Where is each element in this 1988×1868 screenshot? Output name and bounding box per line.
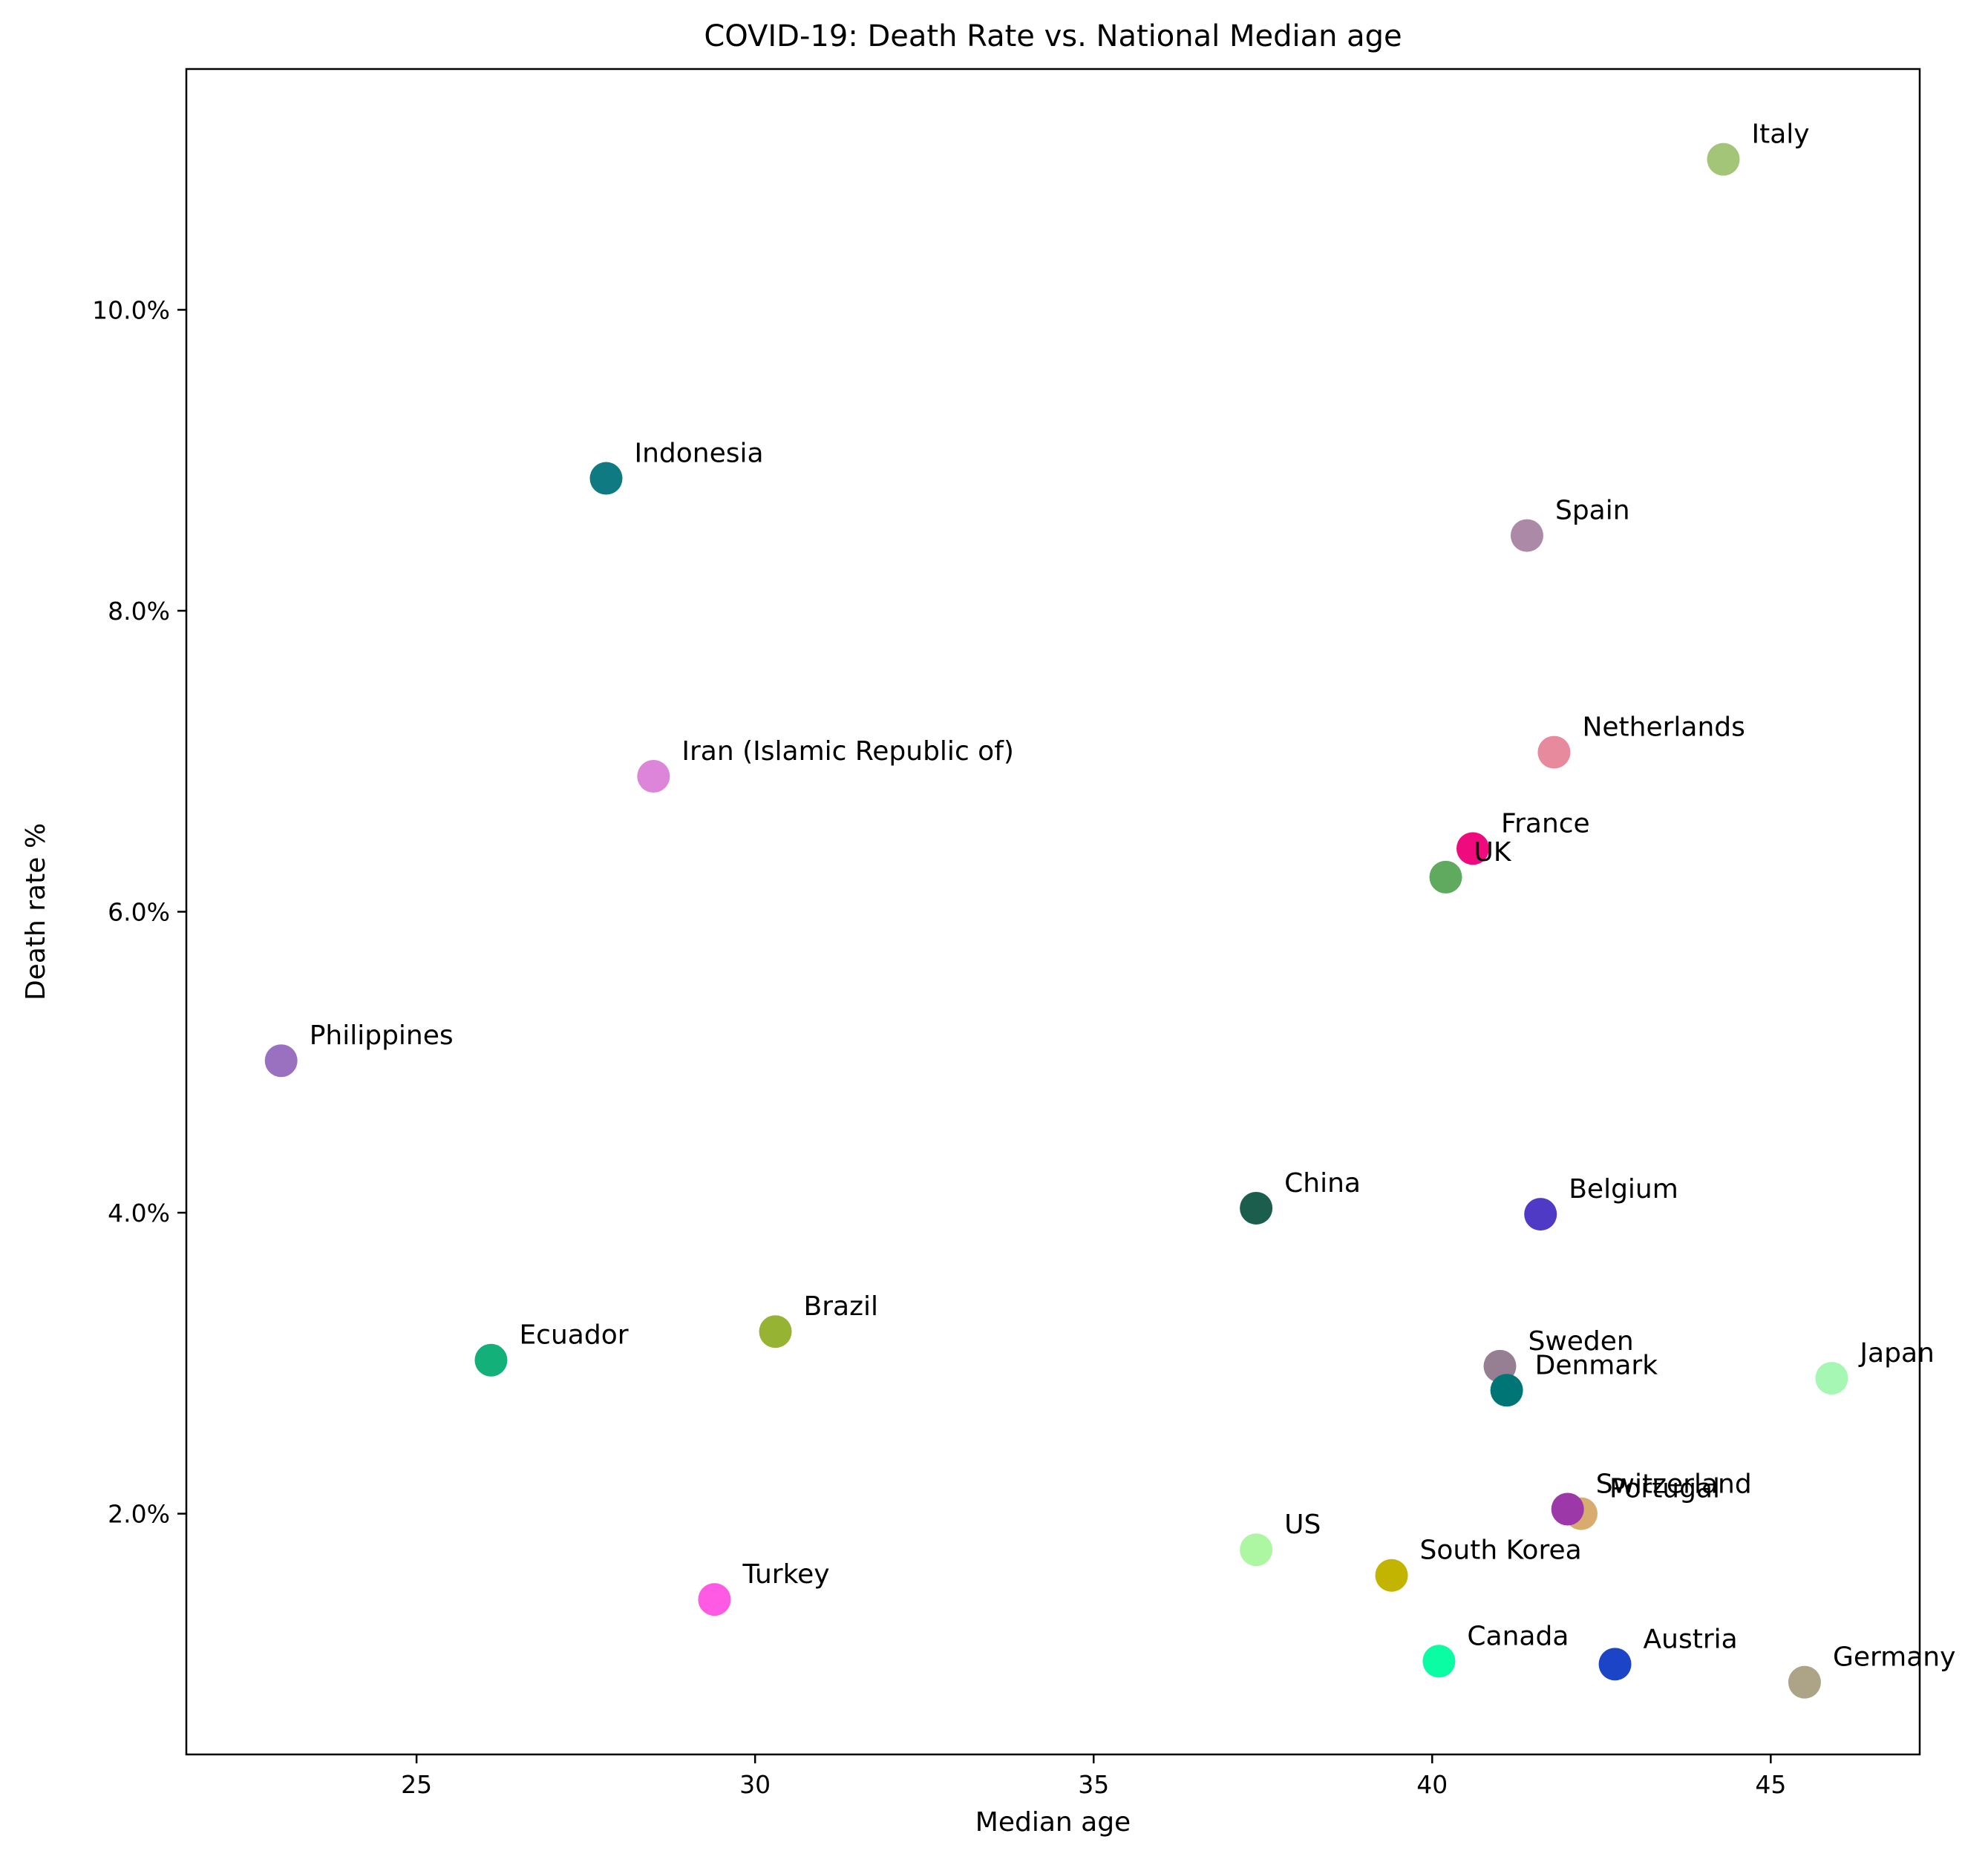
point-label: Spain [1555,496,1630,526]
y-tick-label: 2.0% [108,1500,170,1529]
data-points [264,142,1848,1699]
point-label: Turkey [742,1559,829,1590]
data-point [1240,1191,1273,1225]
data-point [1598,1648,1632,1681]
point-label: Netherlands [1582,712,1745,743]
point-label: Austria [1644,1624,1738,1654]
point-label: Iran (Islamic Republic of) [681,736,1014,767]
data-point [1524,1198,1557,1231]
data-point [264,1044,298,1078]
point-label: Switzerland [1596,1469,1752,1499]
point-label: Denmark [1535,1350,1658,1380]
point-label: US [1284,1510,1321,1540]
point-label: France [1501,808,1590,839]
data-point [1788,1665,1821,1699]
point-label: China [1284,1168,1361,1199]
data-point [589,462,623,495]
point-labels: Italy Indonesia Spain Netherlands Iran (Isla… [310,119,1956,1673]
data-point [1510,519,1543,552]
y-tick-label: 8.0% [108,597,170,626]
data-point [1490,1374,1523,1407]
x-tick-label: 45 [1755,1770,1786,1799]
data-point [1375,1559,1408,1592]
point-label: Japan [1858,1338,1934,1369]
point-label: Germany [1833,1642,1955,1673]
point-label: Belgium [1569,1174,1678,1205]
data-point [1707,142,1740,176]
y-axis-label: Death rate % [21,823,51,1000]
point-label: Ecuador [519,1320,628,1351]
data-point [1815,1362,1848,1395]
point-label: Canada [1467,1621,1569,1651]
x-tick-label: 40 [1416,1770,1448,1799]
x-tick-label: 25 [401,1770,432,1799]
plot-area: 25 30 35 40 45 2.0% 4.0% 6.0% 8.0% 10.0% Italy In… [92,68,1956,1799]
data-point [1551,1492,1584,1526]
y-tick-label: 4.0% [108,1199,170,1228]
point-label: Sweden [1528,1326,1633,1357]
data-point [1456,832,1490,865]
point-label: UK [1474,837,1512,868]
point-label: Brazil [804,1291,878,1322]
data-point [474,1343,508,1377]
y-tick-label: 10.0% [92,295,170,324]
data-point [1240,1533,1273,1567]
x-axis: 25 30 35 40 45 [401,1754,1786,1799]
data-point [1537,735,1571,769]
point-label: South Korea [1420,1536,1582,1566]
point-label: Philippines [310,1020,454,1051]
point-label: Portugal [1609,1474,1720,1504]
point-label: Italy [1751,119,1809,150]
x-tick-label: 35 [1078,1770,1109,1799]
data-point [698,1583,731,1616]
y-tick-label: 6.0% [108,898,170,927]
x-tick-label: 30 [739,1770,771,1799]
data-point [1422,1645,1456,1678]
y-axis: 2.0% 4.0% 6.0% 8.0% 10.0% [92,295,186,1529]
chart-title: COVID-19: Death Rate vs. National Median… [704,19,1402,53]
data-point [1429,860,1462,894]
point-label: Indonesia [635,439,764,469]
data-point [637,760,670,793]
data-point [759,1315,792,1348]
x-axis-label: Median age [975,1807,1131,1838]
